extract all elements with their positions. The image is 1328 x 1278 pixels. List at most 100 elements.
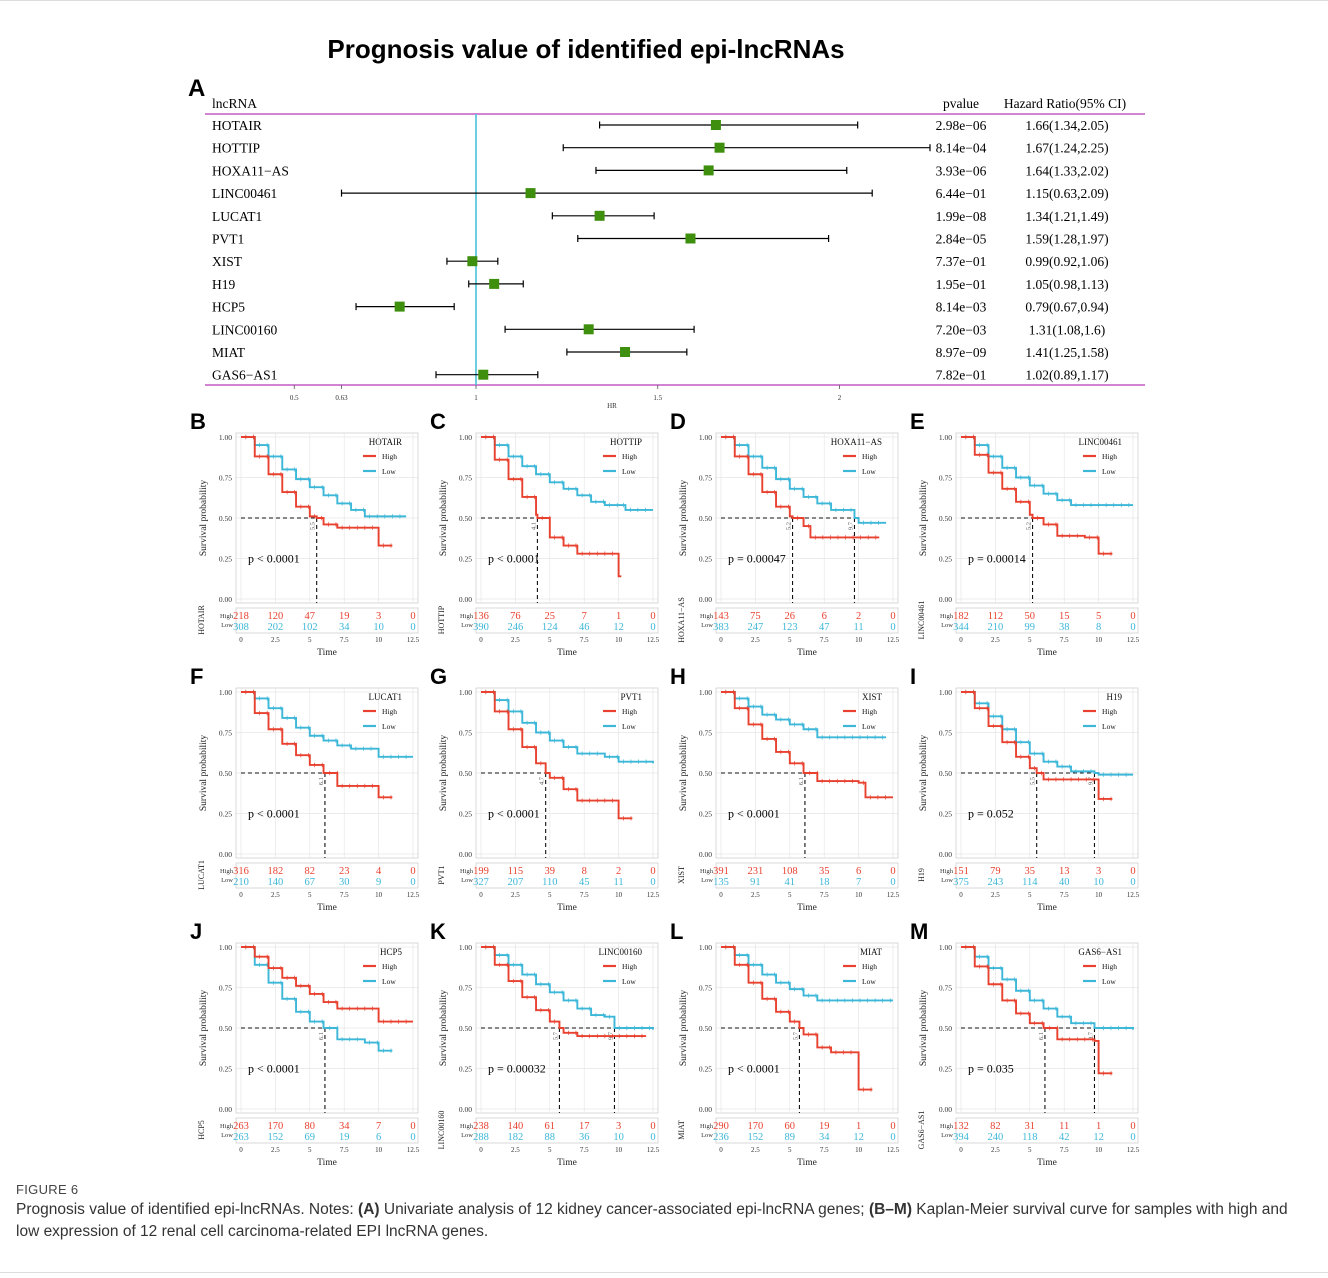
risk-row-high-label: High [460, 1123, 474, 1130]
y-tick-label: 0.75 [459, 729, 472, 738]
median-lines: 5.2 9.7 [721, 517, 856, 603]
risk-row-high-label: High [220, 1123, 234, 1130]
risk-count-high: 82 [305, 866, 316, 877]
y-tick-label: 1.00 [459, 433, 472, 442]
caption-bold-a: (A) [358, 1201, 380, 1218]
forest-hr-square [489, 278, 500, 289]
y-tick-label: 0.50 [939, 769, 952, 778]
x-tick-label: 12.5 [647, 636, 660, 644]
x-tick-label: 7.5 [820, 1146, 829, 1154]
p-value-label: p < 0.0001 [488, 807, 540, 821]
legend-low-label: Low [382, 467, 396, 476]
median-value-label: 4.1 [530, 522, 537, 530]
risk-count-low: 0 [410, 877, 415, 888]
series-high-censor [725, 434, 877, 540]
forest-row-name: LINC00461 [212, 186, 277, 201]
median-value-label: 6.1 [318, 777, 325, 785]
x-tick-label: 2.5 [991, 636, 1000, 644]
x-tick-label: 10 [1095, 636, 1103, 644]
p-value-label: p = 0.035 [968, 1062, 1014, 1076]
forest-row: LUCAT1 1.99e−08 1.34(1.21,1.49) [212, 209, 1109, 224]
risk-count-low: 12 [613, 622, 624, 633]
risk-count-high: 61 [545, 1121, 556, 1132]
km-panel-j: J 0.00 0.25 0.50 0.75 1.00 Survival probabilit… [190, 919, 420, 1168]
x-tick-label: 10 [855, 1146, 863, 1154]
x-tick-label: 2.5 [751, 636, 760, 644]
risk-count-low: 243 [988, 877, 1004, 888]
median-value-label: 5.5 [1030, 777, 1037, 785]
forest-row-ci: 1.66(1.34,2.05) [1025, 118, 1108, 133]
risk-count-high: 0 [1130, 611, 1135, 622]
y-tick-label: 1.00 [219, 433, 232, 442]
risk-count-low: 114 [1022, 877, 1038, 888]
risk-count-low: 0 [410, 622, 415, 633]
risk-count-high: 108 [782, 866, 798, 877]
km-panel-d: D 0.00 0.25 0.50 0.75 1.00 Survival probabilit… [670, 409, 900, 658]
median-value-label: 5.5 [310, 522, 317, 530]
risk-count-high: 19 [339, 611, 350, 622]
y-tick-label: 0.25 [459, 1065, 472, 1074]
legend-low-label: Low [1102, 722, 1116, 731]
risk-count-high: 1 [856, 1121, 861, 1132]
risk-count-low: 10 [613, 1132, 624, 1143]
risk-count-high: 4 [376, 866, 382, 877]
panel-label: E [910, 409, 925, 434]
risk-table-frame [715, 1117, 899, 1144]
y-tick-label: 0.00 [219, 1105, 232, 1114]
median-lines: 6.1 [721, 772, 806, 858]
risk-count-low: 19 [339, 1132, 350, 1143]
series-high-line [721, 691, 893, 799]
series-low-line [241, 946, 393, 1052]
series-high-censor [965, 689, 1112, 802]
median-lines: 5.5 9.7 [961, 772, 1096, 858]
risk-count-low: 207 [508, 877, 524, 888]
x-tick-label: 7.5 [1060, 1146, 1069, 1154]
forest-x-tick-label: 0.5 [290, 394, 299, 402]
series-low-line [961, 436, 1133, 506]
x-tick-label: 5 [788, 1146, 792, 1154]
x-tick-label: 7.5 [580, 1146, 589, 1154]
risk-count-low: 89 [785, 1132, 796, 1143]
risk-count-high: 391 [713, 866, 729, 877]
risk-row-low-label: Low [221, 877, 233, 884]
risk-count-low: 88 [545, 1132, 556, 1143]
risk-count-high: 0 [650, 1121, 655, 1132]
risk-count-low: 394 [953, 1132, 970, 1143]
x-tick-label: 5 [308, 636, 312, 644]
x-tick-label: 10 [375, 1146, 383, 1154]
legend-title: PVT1 [620, 692, 642, 702]
y-tick-label: 0.75 [459, 474, 472, 483]
median-value-label: 6.1 [798, 777, 805, 785]
risk-count-high: 182 [953, 611, 969, 622]
series-low-censor [485, 689, 647, 764]
risk-count-low: 240 [988, 1132, 1004, 1143]
median-lines: 5.7 [721, 1027, 800, 1113]
forest-row-name: PVT1 [212, 232, 244, 247]
risk-table-gene: HCP5 [197, 1120, 206, 1140]
risk-row-low-label: Low [941, 622, 953, 629]
series-high-censor [245, 689, 392, 800]
risk-table-gene: GAS6−AS1 [917, 1111, 926, 1150]
x-tick-label: 0 [479, 1146, 483, 1154]
median-value-label: 9.7 [1087, 776, 1094, 785]
risk-count-low: 47 [819, 622, 830, 633]
y-axis-label: Survival probability [439, 480, 449, 557]
p-value-label: p < 0.0001 [248, 1062, 300, 1076]
x-tick-label: 2.5 [751, 1146, 760, 1154]
series-low-censor [245, 689, 407, 759]
legend-title: HCP5 [380, 947, 403, 957]
median-lines: 6.1 [241, 1027, 326, 1113]
risk-count-low: 34 [819, 1132, 830, 1143]
risk-count-low: 69 [305, 1132, 316, 1143]
risk-table-frame [955, 862, 1139, 889]
risk-count-high: 6 [856, 866, 861, 877]
y-tick-label: 0.00 [219, 850, 232, 859]
caption-part-2: Univariate analysis of 12 kidney cancer-… [379, 1201, 869, 1218]
x-tick-label: 0 [239, 891, 243, 899]
km-panel-b: B 0.00 0.25 0.50 0.75 1.00 Survival probabilit… [190, 409, 420, 658]
forest-row-name: HOXA11−AS [212, 163, 289, 178]
series-high-line [481, 691, 633, 820]
panel-label: H [670, 664, 686, 689]
risk-table-frame [235, 1117, 419, 1144]
forest-row-pvalue: 8.14e−03 [936, 300, 987, 315]
